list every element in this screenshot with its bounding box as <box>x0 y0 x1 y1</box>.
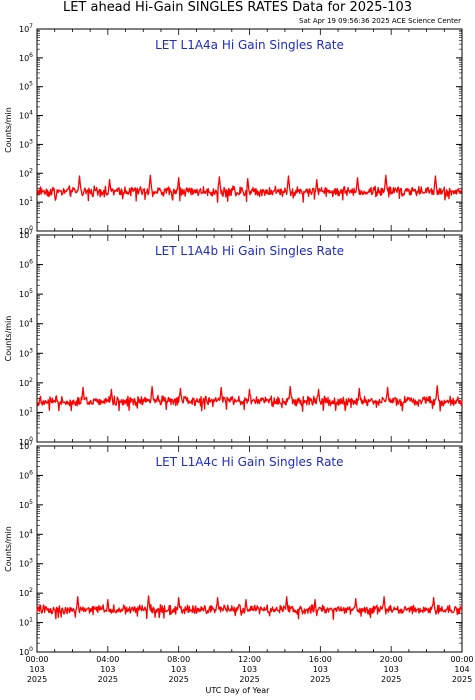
y-tick-label: 103 <box>19 138 33 149</box>
y-tick-label: 107 <box>19 229 33 240</box>
generation-timestamp: Sat Apr 19 09:56:36 2025 ACE Science Cen… <box>299 17 461 25</box>
y-tick-label: 105 <box>19 499 33 510</box>
x-tick-label-year: 2025 <box>239 675 259 684</box>
x-axis-label: UTC Day of Year <box>205 686 270 695</box>
panel-title-1: LET L1A4a Hi Gain Singles Rate <box>155 38 344 52</box>
x-tick-label-time: 04:00 <box>96 655 119 664</box>
y-axis-label: Counts/min <box>4 526 13 572</box>
y-axis-label: Counts/min <box>4 107 13 153</box>
y-tick-label: 107 <box>19 440 33 451</box>
x-tick-label-time: 20:00 <box>380 655 403 664</box>
plot-frame-1 <box>36 28 463 232</box>
y-tick-label: 103 <box>19 558 33 569</box>
y-tick-label: 105 <box>19 81 33 92</box>
y-tick-label: 106 <box>19 469 33 480</box>
x-tick-label-day: 103 <box>384 665 399 674</box>
x-tick-label-year: 2025 <box>310 675 330 684</box>
series-line-1 <box>36 174 463 203</box>
y-tick-label: 104 <box>19 318 33 329</box>
x-tick-label-time: 12:00 <box>238 655 261 664</box>
x-tick-label-time: 00:00 <box>450 655 473 664</box>
y-tick-label: 101 <box>19 406 33 417</box>
x-tick-label-time: 16:00 <box>309 655 332 664</box>
x-tick-label-year: 2025 <box>168 675 188 684</box>
y-tick-label: 107 <box>19 23 33 34</box>
y-axis-label: Counts/min <box>4 316 13 362</box>
y-tick-label: 106 <box>19 52 33 63</box>
x-tick-label-year: 2025 <box>27 675 47 684</box>
y-tick-label: 103 <box>19 347 33 358</box>
y-tick-label: 101 <box>19 617 33 628</box>
x-tick-label-day: 103 <box>313 665 328 674</box>
x-tick-label-day: 103 <box>242 665 257 674</box>
y-tick-label: 100 <box>19 436 33 447</box>
panel-title-2: LET L1A4b Hi Gain Singles Rate <box>155 244 344 258</box>
y-tick-label: 104 <box>19 528 33 539</box>
y-tick-label: 106 <box>19 259 33 270</box>
x-tick-label-day: 103 <box>100 665 115 674</box>
series-line-2 <box>36 385 463 412</box>
y-tick-label: 101 <box>19 196 33 207</box>
y-tick-label: 102 <box>19 587 33 598</box>
x-tick-label-day: 103 <box>29 665 44 674</box>
plot-frame-2 <box>36 234 463 443</box>
x-tick-label-day: 104 <box>454 665 469 674</box>
plot-frame-3 <box>36 445 463 653</box>
x-tick-label-time: 00:00 <box>25 655 48 664</box>
x-tick-label-time: 08:00 <box>167 655 190 664</box>
x-tick-label-day: 103 <box>171 665 186 674</box>
y-tick-label: 100 <box>19 225 33 236</box>
y-tick-label: 105 <box>19 288 33 299</box>
x-tick-label-year: 2025 <box>452 675 472 684</box>
y-tick-label: 104 <box>19 110 33 121</box>
x-tick-label-year: 2025 <box>98 675 118 684</box>
series-line-3 <box>36 595 463 620</box>
y-tick-label: 102 <box>19 377 33 388</box>
x-tick-label-year: 2025 <box>381 675 401 684</box>
panel-title-3: LET L1A4c Hi Gain Singles Rate <box>155 455 343 469</box>
y-tick-label: 100 <box>19 646 33 657</box>
page-title: LET ahead Hi-Gain SINGLES RATES Data for… <box>62 0 413 15</box>
y-tick-label: 102 <box>19 167 33 178</box>
